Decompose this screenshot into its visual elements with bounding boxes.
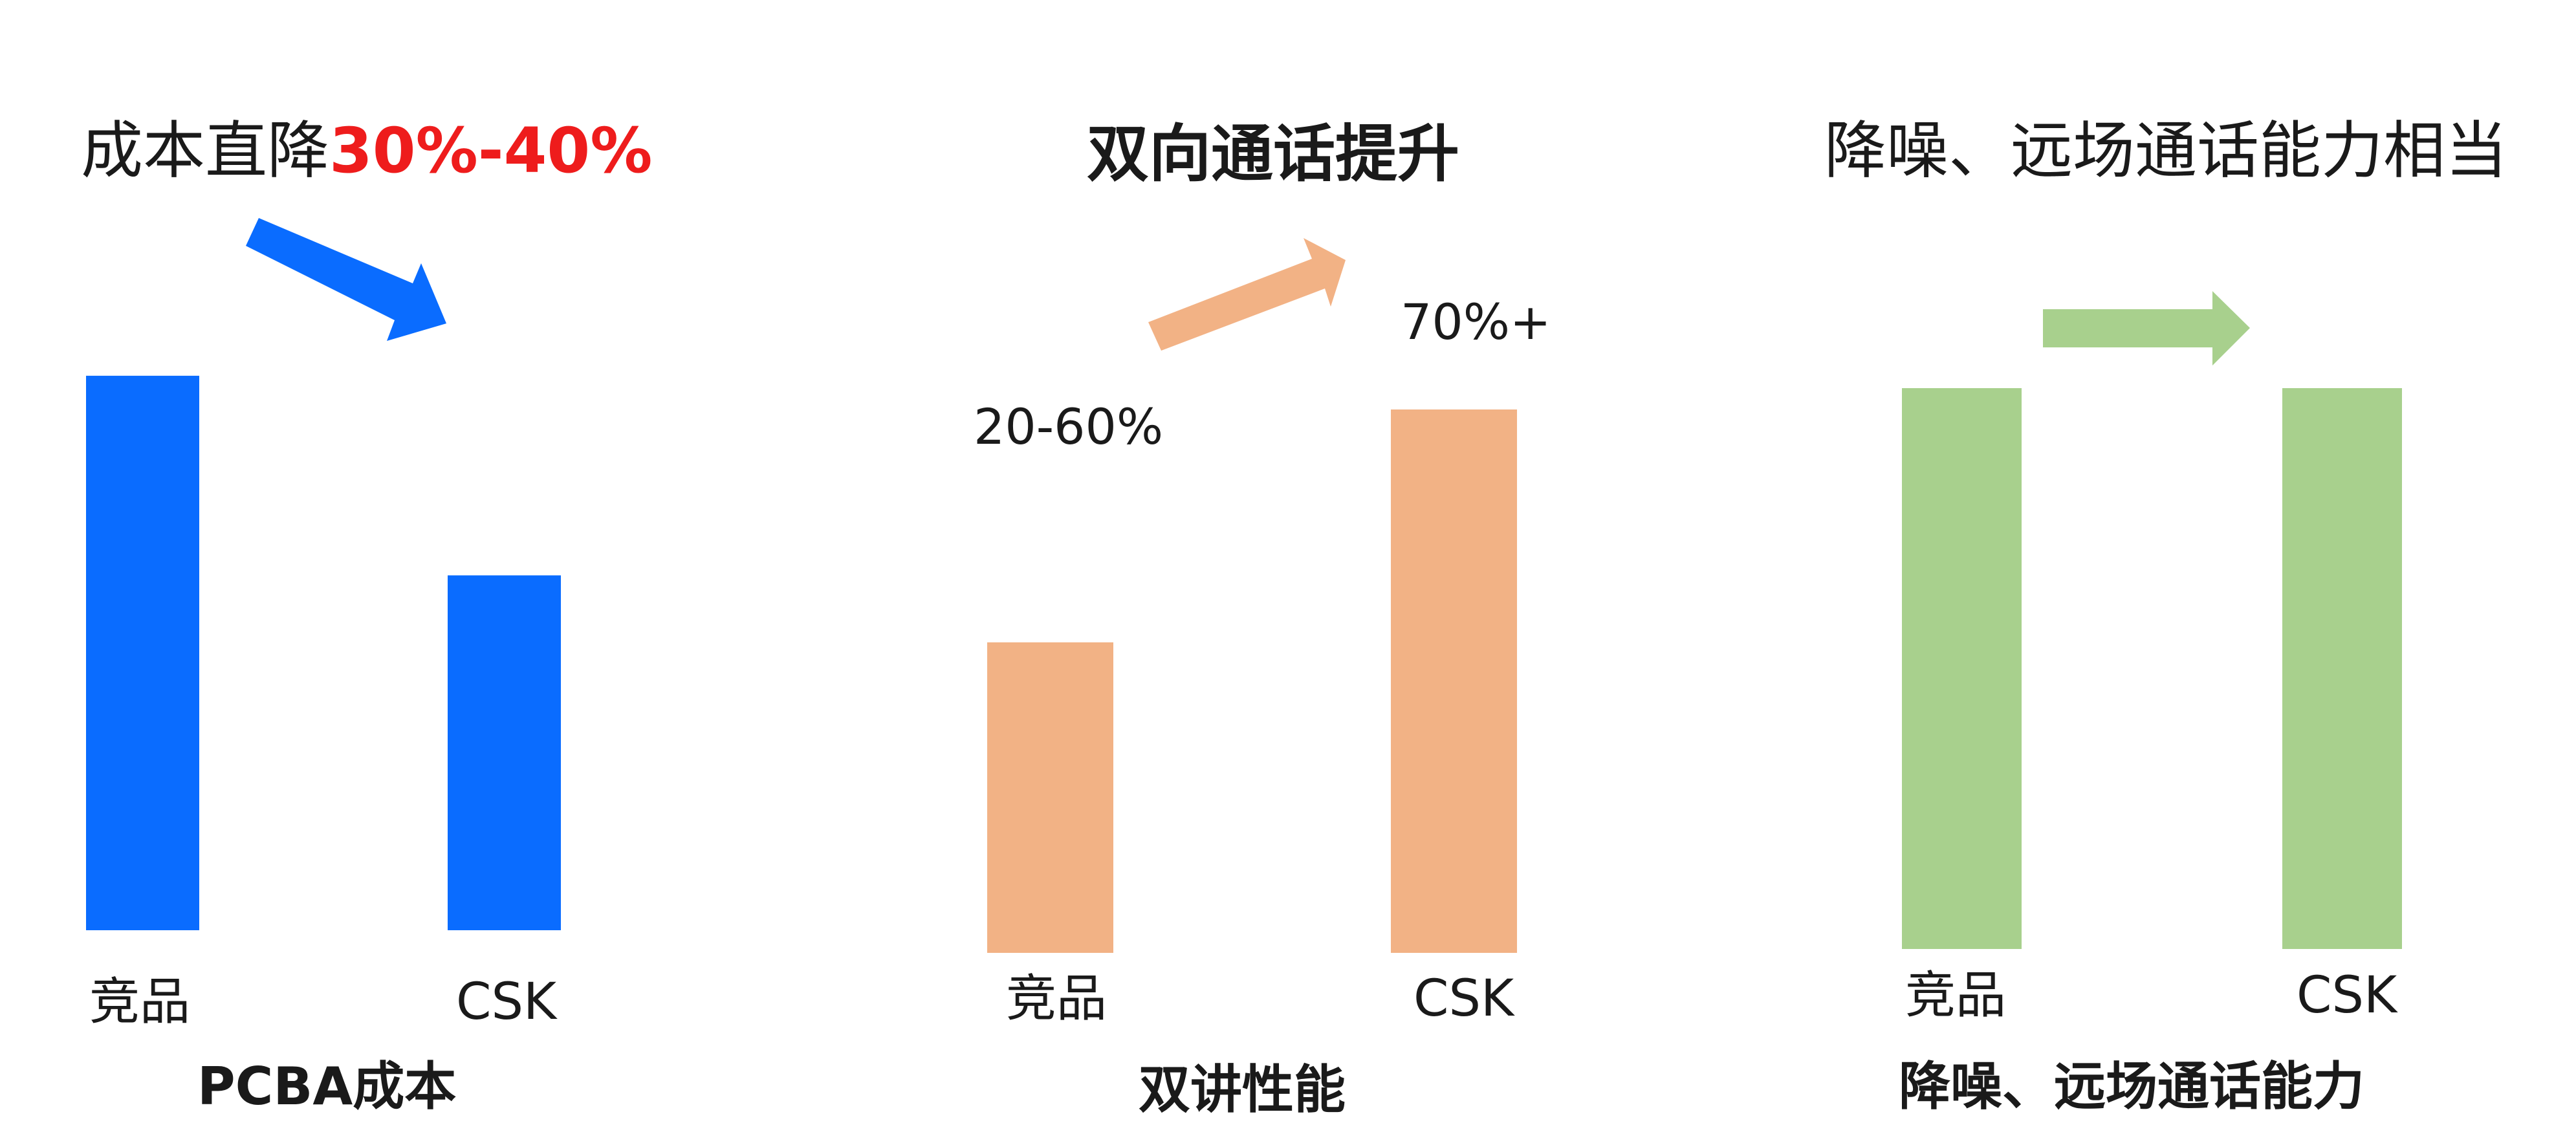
panel1-category-csk: CSK bbox=[456, 973, 557, 1031]
panel2-headline: 双向通话提升 bbox=[1087, 118, 1459, 190]
panel1-bar-competitor bbox=[86, 375, 199, 930]
panel1-category-competitor: 竞品 bbox=[89, 973, 191, 1031]
bars-layer bbox=[86, 375, 2402, 953]
panel3-category-csk: CSK bbox=[2297, 966, 2397, 1025]
panel2-data-label-competitor: 20-60% bbox=[974, 398, 1164, 455]
panel2-category-competitor: 竞品 bbox=[1006, 970, 1108, 1028]
panel3-bar-competitor bbox=[1902, 388, 2022, 949]
panel1-bar-csk bbox=[448, 575, 561, 930]
panel2-caption: 双讲性能 bbox=[1139, 1060, 1346, 1120]
panel3-bar-csk bbox=[2282, 388, 2402, 949]
panel1-caption: PCBA成本 bbox=[197, 1056, 457, 1117]
panel1-headline-highlight: 30%-40% bbox=[329, 114, 653, 187]
panel2-trend-arrow-up-icon bbox=[1148, 238, 1346, 351]
panel1-trend-arrow-down-icon bbox=[246, 218, 446, 341]
panel3-trend-arrow-right-icon bbox=[2043, 291, 2250, 365]
panel2-category-csk: CSK bbox=[1414, 970, 1514, 1028]
panel3-headline: 降噪、远场通话能力相当 bbox=[1824, 114, 2507, 187]
panel2-bar-competitor bbox=[987, 642, 1113, 953]
panel3-category-competitor: 竞品 bbox=[1905, 966, 2007, 1025]
panel3-caption: 降噪、远场通话能力 bbox=[1899, 1056, 2364, 1117]
panel2-bar-csk bbox=[1391, 409, 1517, 953]
panel2-data-label-csk: 70%+ bbox=[1401, 293, 1551, 351]
panel1-headline: 成本直降30%-40% bbox=[81, 120, 652, 182]
panel1-headline-text: 成本直降 bbox=[81, 114, 329, 187]
